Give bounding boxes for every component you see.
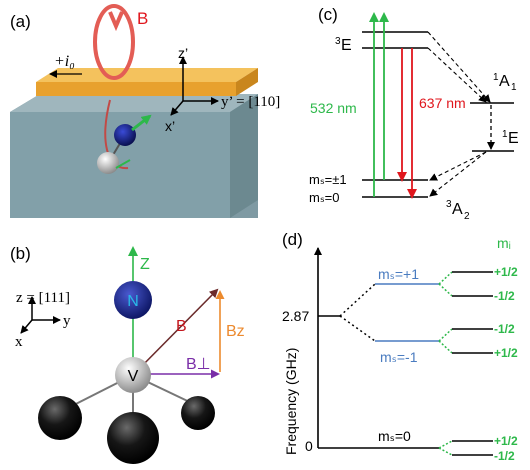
carbon-atom-left (38, 396, 82, 440)
isc-arrow-5 (429, 151, 487, 197)
panel-b: (b) Z B Bz B⊥ N V z = [111] y x (10, 244, 245, 464)
panel-b-label: (b) (10, 244, 31, 263)
hf-plus-down (438, 283, 453, 297)
frame-z-label: z = [111] (16, 290, 70, 306)
b-vector-label: B (176, 318, 187, 335)
isc-arrow-4 (429, 151, 487, 181)
panel-a-label: (a) (10, 12, 31, 31)
vacancy-atom (115, 357, 151, 393)
b-vector (132, 288, 219, 376)
spin-arrow-green (131, 114, 152, 132)
stripline-top (36, 68, 258, 82)
vacancy-atom-a (97, 152, 119, 174)
level-1e-sup: 1 (502, 129, 508, 140)
frame-x-axis (20, 319, 33, 334)
level-1a1-sub: 1 (511, 82, 517, 93)
y-axis-label: Frequency (GHz) (283, 348, 299, 455)
split-up-dots (339, 283, 376, 317)
ms-pm1-label: mₛ=±1 (309, 172, 347, 187)
field-loop-arrow (108, 11, 124, 32)
current-label: +i₀ (54, 53, 75, 70)
level-3a2-label: A (452, 201, 463, 218)
isc-arrow-2 (427, 47, 487, 103)
diamond-side-face (230, 94, 258, 218)
stripline-front (36, 82, 236, 96)
hf-plus-up (438, 271, 453, 285)
green-wavelength: 532 nm (310, 100, 357, 116)
level-3e-label: E (341, 37, 352, 54)
hf-zero-down (438, 447, 453, 456)
mi-minus-label-3: -1/2 (494, 449, 515, 463)
level-1a1-label: A (499, 73, 510, 90)
stripline-side (236, 68, 258, 96)
nitrogen-atom-a (114, 124, 136, 146)
mi-minus-label-1: -1/2 (494, 289, 515, 303)
hf-zero-up (438, 440, 453, 449)
nitrogen-label: N (127, 293, 139, 310)
vacancy-label: V (128, 368, 139, 385)
carbon-atom-front (107, 412, 159, 464)
axis-y-prime-label: y’ = [110] (221, 94, 280, 110)
carbon-atom-right (181, 396, 215, 430)
bperp-label: B⊥ (186, 356, 211, 373)
split-down-dots (339, 315, 376, 342)
panel-a: (a) B +i₀ z’ x’ y’ = [110] (10, 4, 280, 218)
mi-plus-label-2: +1/2 (494, 346, 518, 360)
axis-z-prime-label: z’ (178, 45, 188, 61)
field-loop-front (93, 4, 135, 80)
panel-d: (d) Frequency (GHz) 2.87 0 mₛ=+1 mₛ=-1 m… (282, 230, 518, 463)
axis-x-prime-label: x’ (165, 118, 175, 134)
frame-y-label: y (63, 313, 71, 329)
ms-plus1-label: mₛ=+1 (378, 266, 419, 282)
hf-minus-up (438, 328, 453, 342)
nitrogen-atom (114, 281, 152, 319)
panel-c: (c) 3 E mₛ=±1 mₛ=0 1 A 1 1 E 3 A 2 532 n… (309, 5, 519, 222)
mi-plus-label-1: +1/2 (494, 265, 518, 279)
level-3a2-sup: 3 (446, 199, 452, 210)
axis-x-prime (170, 100, 184, 116)
mi-minus-label-2: -1/2 (494, 322, 515, 336)
frame-x-label: x (15, 334, 23, 350)
ms-0-label: mₛ=0 (309, 190, 340, 205)
z-axis-label: Z (140, 256, 150, 273)
level-1e-label: E (508, 130, 519, 147)
spin-arrow-green-2 (115, 159, 131, 169)
level-3a2-sub: 2 (464, 211, 470, 222)
diamond-top-face (10, 94, 258, 112)
field-loop-back (104, 99, 129, 170)
red-wavelength: 637 nm (419, 95, 466, 111)
bz-label: Bz (226, 323, 245, 340)
ms-0-label-d: mₛ=0 (378, 428, 411, 444)
level-3e-sup: 3 (335, 36, 341, 47)
ms-minus1-label: mₛ=-1 (380, 349, 418, 365)
panel-d-label: (d) (282, 230, 303, 249)
level-1a1-sup: 1 (493, 72, 499, 83)
y-tick-0: 0 (305, 438, 313, 454)
hf-minus-down (438, 340, 453, 354)
field-label-a: B (137, 9, 148, 28)
isc-arrow-1 (427, 31, 491, 103)
mi-header: mᵢ (497, 235, 511, 251)
y-tick-287: 2.87 (282, 308, 309, 324)
mi-plus-label-3: +1/2 (494, 434, 518, 448)
panel-c-label: (c) (318, 5, 338, 24)
